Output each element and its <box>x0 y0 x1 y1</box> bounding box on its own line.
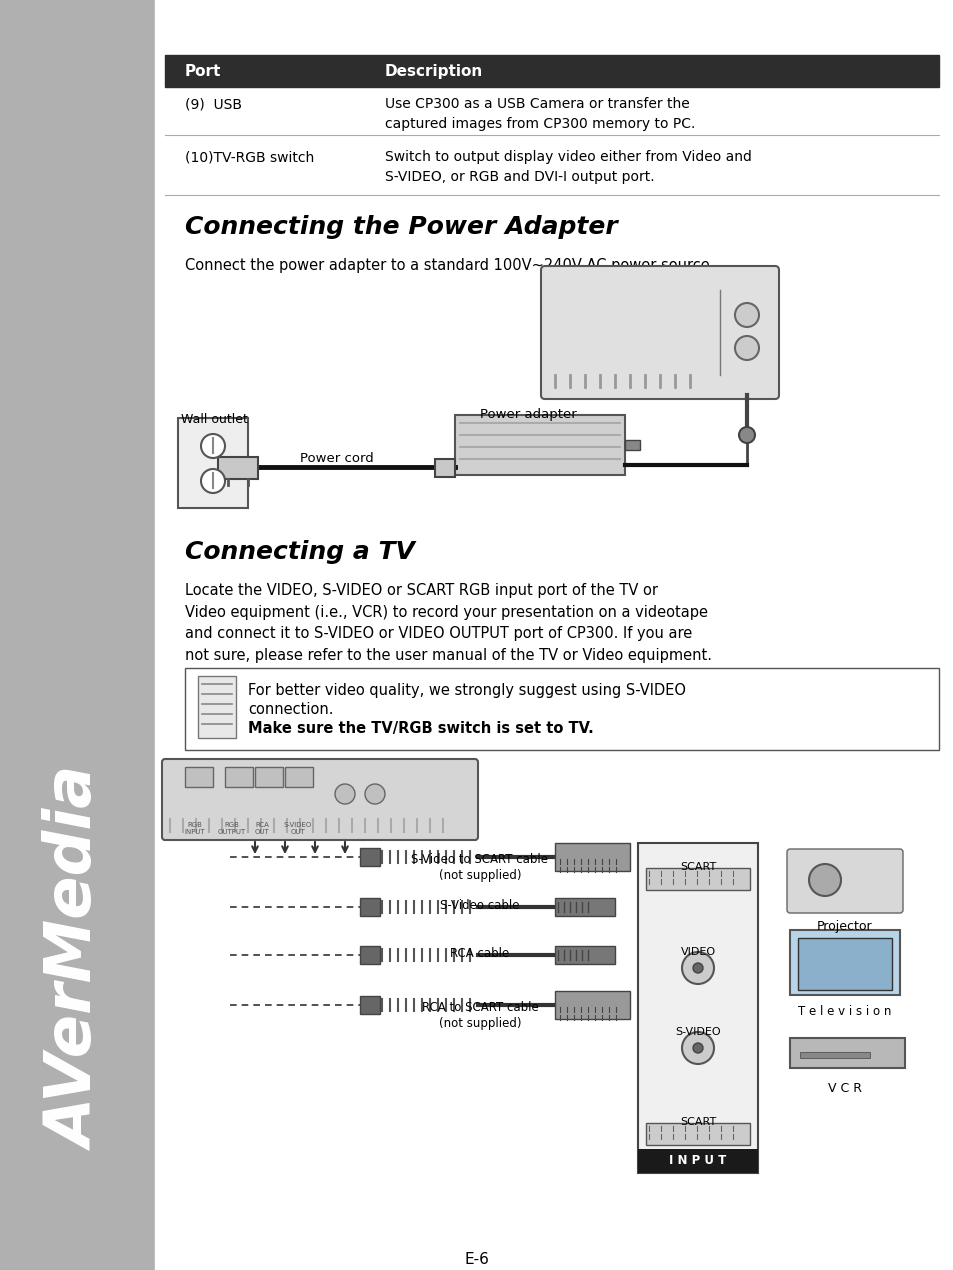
Bar <box>165 55 938 88</box>
Bar <box>638 1149 758 1173</box>
Text: RGB
INPUT: RGB INPUT <box>185 822 205 834</box>
Bar <box>800 1052 869 1058</box>
Text: Use CP300 as a USB Camera or transfer the
captured images from CP300 memory to P: Use CP300 as a USB Camera or transfer th… <box>385 97 695 131</box>
Text: Power cord: Power cord <box>299 452 374 465</box>
Circle shape <box>692 963 702 973</box>
Text: connection.: connection. <box>248 702 334 718</box>
Text: Connecting a TV: Connecting a TV <box>185 540 415 564</box>
Bar <box>638 843 758 1173</box>
Text: V C R: V C R <box>827 1082 862 1095</box>
Text: SCART: SCART <box>679 1118 716 1126</box>
Text: S-Video cable: S-Video cable <box>439 899 519 912</box>
Text: RGB
OUTPUT: RGB OUTPUT <box>217 822 246 834</box>
Bar <box>178 418 248 508</box>
Text: S-VIDEO
OUT: S-VIDEO OUT <box>284 822 312 834</box>
Text: (10)TV-RGB switch: (10)TV-RGB switch <box>185 150 314 164</box>
Circle shape <box>681 952 713 984</box>
Text: S-VIDEO: S-VIDEO <box>675 1027 720 1038</box>
Text: Switch to output display video either from Video and
S-VIDEO, or RGB and DVI-I o: Switch to output display video either fr… <box>385 150 751 183</box>
Text: Description: Description <box>385 64 483 79</box>
Bar <box>0 0 154 1270</box>
Text: Connect the power adapter to a standard 100V~240V AC power source.: Connect the power adapter to a standard … <box>185 258 714 273</box>
Bar <box>185 668 938 751</box>
Text: Connecting the Power Adapter: Connecting the Power Adapter <box>185 215 618 239</box>
Bar <box>555 991 629 1019</box>
Bar <box>359 898 379 916</box>
Bar <box>789 1038 904 1068</box>
Text: RCA cable: RCA cable <box>450 947 509 960</box>
Text: Make sure the TV/RGB switch is set to TV.: Make sure the TV/RGB switch is set to TV… <box>248 721 593 737</box>
Bar <box>555 843 629 871</box>
Text: For better video quality, we strongly suggest using S-VIDEO: For better video quality, we strongly su… <box>248 683 685 698</box>
Text: VIDEO: VIDEO <box>679 947 715 958</box>
Circle shape <box>201 469 225 493</box>
Bar <box>624 439 639 450</box>
Circle shape <box>734 304 759 326</box>
Bar <box>154 0 953 1270</box>
Circle shape <box>335 784 355 804</box>
Bar <box>254 767 283 787</box>
Bar <box>359 848 379 866</box>
FancyBboxPatch shape <box>162 759 477 839</box>
Circle shape <box>365 784 385 804</box>
Text: I N P U T: I N P U T <box>669 1154 726 1167</box>
Bar <box>645 1123 749 1146</box>
Bar <box>555 946 615 964</box>
Text: SCART: SCART <box>679 862 716 872</box>
Bar <box>198 676 235 738</box>
Circle shape <box>201 434 225 458</box>
Circle shape <box>739 427 754 443</box>
Text: S-Video to SCART cable
(not supplied): S-Video to SCART cable (not supplied) <box>411 853 548 881</box>
Circle shape <box>692 1043 702 1053</box>
Bar <box>555 898 615 916</box>
Bar <box>218 457 257 479</box>
Text: Locate the VIDEO, S-VIDEO or SCART RGB input port of the TV or
Video equipment (: Locate the VIDEO, S-VIDEO or SCART RGB i… <box>185 583 711 663</box>
Text: Power adapter: Power adapter <box>479 408 577 420</box>
Bar <box>797 939 891 991</box>
Text: T e l e v i s i o n: T e l e v i s i o n <box>798 1005 891 1019</box>
Circle shape <box>734 337 759 359</box>
Text: Port: Port <box>185 64 221 79</box>
Circle shape <box>681 1033 713 1064</box>
Text: AVerMedia: AVerMedia <box>46 768 108 1151</box>
Bar <box>285 767 313 787</box>
Text: RCA to SCART cable
(not supplied): RCA to SCART cable (not supplied) <box>421 1001 537 1030</box>
Bar <box>359 996 379 1013</box>
Text: (9)  USB: (9) USB <box>185 97 242 110</box>
Bar <box>185 767 213 787</box>
Bar <box>359 946 379 964</box>
Bar <box>225 767 253 787</box>
Text: RCA
OUT: RCA OUT <box>254 822 269 834</box>
Text: Wall outlet: Wall outlet <box>181 413 248 425</box>
Bar <box>645 867 749 890</box>
Bar <box>435 458 455 478</box>
Circle shape <box>808 864 841 897</box>
Text: E-6: E-6 <box>464 1252 489 1267</box>
Text: Projector: Projector <box>817 919 872 933</box>
FancyBboxPatch shape <box>786 850 902 913</box>
Bar <box>455 415 624 475</box>
FancyBboxPatch shape <box>540 265 779 399</box>
Bar <box>789 930 899 994</box>
